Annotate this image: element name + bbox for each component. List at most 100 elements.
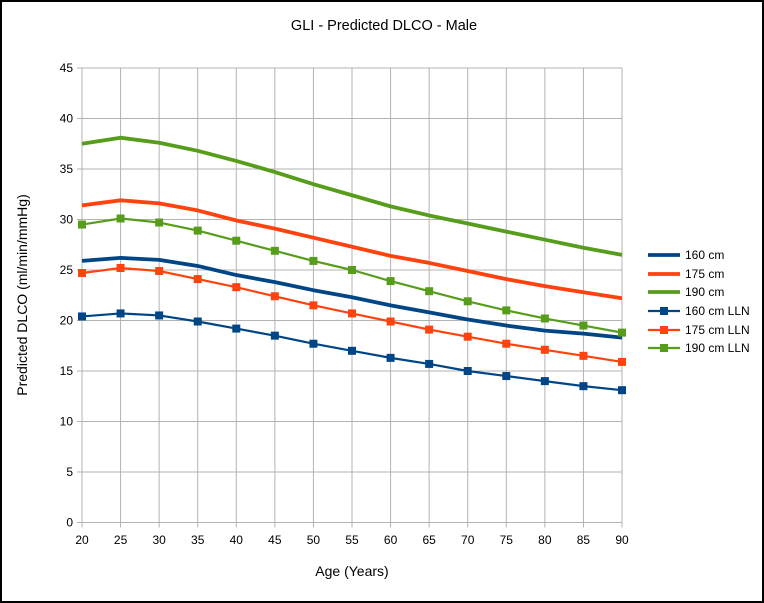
data-point-marker xyxy=(193,275,202,284)
data-point-marker xyxy=(309,339,318,348)
legend: 160 cm 175 cm 190 cm 160 cm LLN 175 cm LLN 19… xyxy=(648,246,750,358)
data-point-marker xyxy=(348,346,356,355)
y-tick-label: 35 xyxy=(60,162,74,176)
series-175-cm-lln xyxy=(78,263,626,366)
legend-item-190-cm: 190 cm xyxy=(648,283,750,302)
data-point-marker xyxy=(579,321,588,330)
x-tick-label: 65 xyxy=(422,533,436,547)
legend-label: 190 cm xyxy=(685,285,725,300)
data-point-marker xyxy=(155,218,164,227)
data-point-marker xyxy=(425,325,434,334)
data-point-marker xyxy=(463,367,472,375)
legend-item-160-cm-lln: 160 cm LLN xyxy=(648,302,750,321)
data-point-marker xyxy=(540,345,549,354)
x-tick-label: 40 xyxy=(230,533,244,547)
y-axis-title: Predicted DLCO (ml/min/mmHg) xyxy=(14,194,30,396)
y-tick-label: 5 xyxy=(66,465,73,479)
legend-swatch xyxy=(648,253,680,258)
legend-swatch xyxy=(648,271,680,276)
data-point-marker xyxy=(155,267,164,276)
data-point-marker xyxy=(579,351,588,360)
data-point-marker xyxy=(309,301,318,310)
data-point-marker xyxy=(502,339,511,348)
data-point-marker xyxy=(116,214,125,223)
data-point-marker xyxy=(348,309,356,318)
series-190-cm-lln xyxy=(78,214,626,337)
legend-swatch xyxy=(648,307,680,316)
y-tick-label: 30 xyxy=(60,213,74,227)
data-point-marker xyxy=(232,324,241,333)
y-tick-label: 10 xyxy=(60,415,74,429)
data-point-marker xyxy=(78,312,86,321)
data-point-marker xyxy=(116,263,125,272)
x-tick-label: 30 xyxy=(152,533,166,547)
data-point-marker xyxy=(78,269,86,278)
legend-label: 175 cm LLN xyxy=(685,322,750,337)
x-tick-label: 35 xyxy=(191,533,205,547)
series-160-cm-lln xyxy=(78,309,626,395)
data-point-marker xyxy=(193,317,202,326)
data-point-marker xyxy=(270,331,279,340)
data-point-marker xyxy=(502,372,511,381)
chart-title: GLI - Predicted DLCO - Male xyxy=(290,18,478,34)
legend-label: 175 cm xyxy=(685,266,725,281)
data-point-marker xyxy=(309,256,318,265)
x-tick-label: 70 xyxy=(461,533,475,547)
x-tick-label: 25 xyxy=(114,533,128,547)
x-tick-label: 20 xyxy=(75,533,89,547)
y-tick-label: 45 xyxy=(60,61,74,75)
data-point-marker xyxy=(386,317,395,326)
legend-item-190-cm-lln: 190 cm LLN xyxy=(648,339,750,358)
legend-label: 160 cm xyxy=(685,248,725,263)
y-tick-label: 0 xyxy=(66,516,73,530)
data-point-marker xyxy=(618,328,626,337)
data-point-marker xyxy=(540,314,549,323)
legend-item-175-cm: 175 cm xyxy=(648,265,750,284)
data-point-marker xyxy=(155,311,164,320)
series-line xyxy=(81,255,623,340)
data-point-marker xyxy=(425,287,434,296)
data-point-marker xyxy=(463,297,472,306)
y-tick-label: 25 xyxy=(60,263,74,277)
x-tick-label: 60 xyxy=(384,533,398,547)
y-tick-label: 15 xyxy=(60,364,74,378)
data-point-marker xyxy=(618,357,626,366)
x-tick-label: 45 xyxy=(268,533,282,547)
x-axis-tick-labels: 20 25 30 35 40 45 50 55 60 65 70 75 80 85 90 xyxy=(75,533,629,547)
data-point-marker xyxy=(502,306,511,315)
legend-swatch xyxy=(648,325,680,334)
y-axis-tick-labels: 0 5 10 15 20 25 30 35 40 45 xyxy=(60,61,74,530)
legend-label: 190 cm LLN xyxy=(685,341,750,356)
x-tick-label: 75 xyxy=(500,533,514,547)
y-tick-label: 20 xyxy=(60,314,74,328)
series-175-cm xyxy=(81,198,623,301)
data-point-marker xyxy=(386,353,395,362)
data-point-marker xyxy=(270,246,279,255)
gridlines xyxy=(81,67,623,523)
legend-item-175-cm-lln: 175 cm LLN xyxy=(648,320,750,339)
data-point-marker xyxy=(386,277,395,286)
x-tick-label: 85 xyxy=(577,533,591,547)
data-point-marker xyxy=(579,382,588,391)
data-point-marker xyxy=(463,332,472,341)
legend-swatch xyxy=(648,290,680,295)
data-point-marker xyxy=(232,283,241,292)
data-point-marker xyxy=(540,377,549,386)
x-tick-label: 55 xyxy=(345,533,359,547)
x-tick-label: 80 xyxy=(538,533,552,547)
legend-label: 160 cm LLN xyxy=(685,304,750,319)
x-axis-title: Age (Years) xyxy=(315,563,389,579)
data-point-marker xyxy=(232,236,241,245)
series-line xyxy=(81,198,623,301)
x-tick-label: 90 xyxy=(615,533,629,547)
data-point-marker xyxy=(78,220,86,229)
data-point-marker xyxy=(618,386,626,395)
legend-swatch xyxy=(648,344,680,353)
data-point-marker xyxy=(116,309,125,318)
data-point-marker xyxy=(270,292,279,301)
series-line xyxy=(81,135,623,257)
series-160-cm xyxy=(81,255,623,340)
data-point-marker xyxy=(193,226,202,235)
